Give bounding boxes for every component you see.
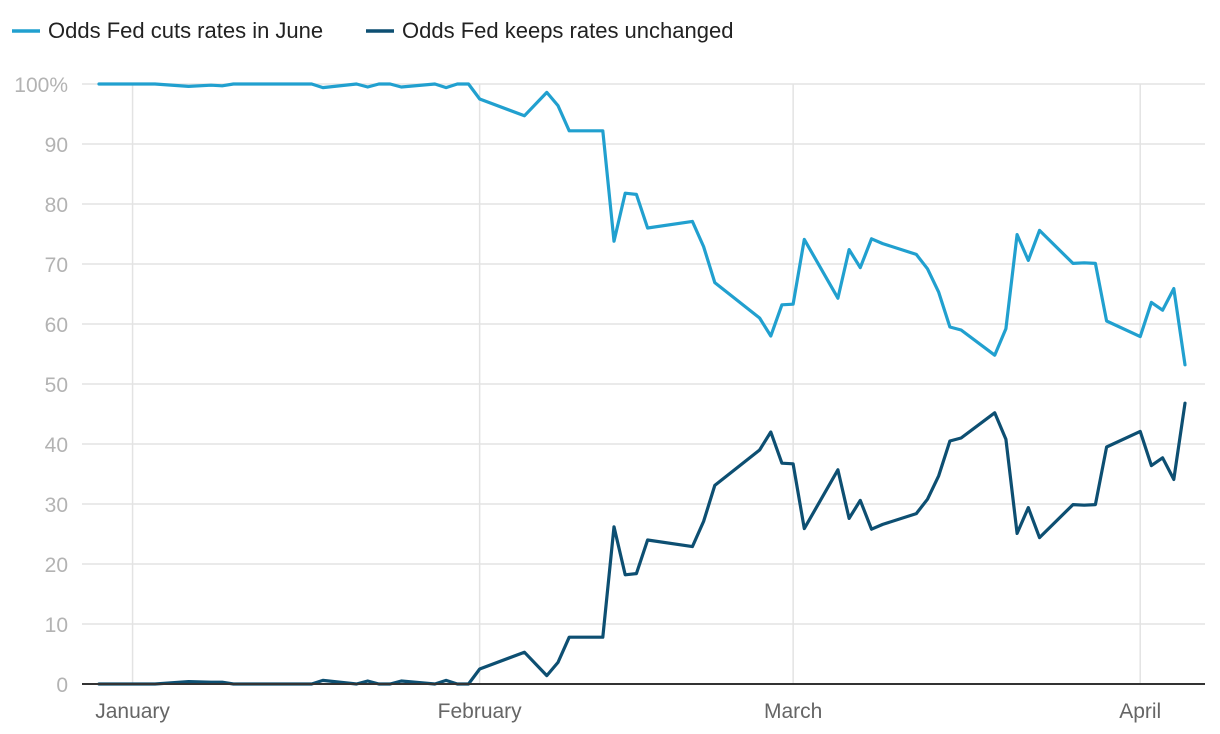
y-tick-label: 90	[45, 134, 68, 157]
legend-label-unchanged: Odds Fed keeps rates unchanged	[402, 18, 733, 43]
y-tick-label: 0	[56, 674, 68, 697]
y-gridlines	[82, 83, 1205, 625]
legend-label-cuts: Odds Fed cuts rates in June	[48, 18, 323, 43]
y-tick-label: 100%	[14, 74, 68, 97]
series-line-unchanged	[97, 401, 1187, 686]
y-tick-label: 80	[45, 194, 68, 217]
y-tick-label: 10	[45, 614, 68, 637]
legend: Odds Fed cuts rates in June Odds Fed kee…	[12, 18, 733, 43]
y-tick-label: 60	[45, 314, 68, 337]
x-gridlines	[131, 84, 1141, 684]
y-axis: 100% 90 80 70 60 50 40 30 20 10 0	[14, 74, 68, 697]
x-tick-label: April	[1119, 700, 1161, 723]
x-tick-label: January	[95, 700, 170, 723]
y-tick-label: 20	[45, 554, 68, 577]
y-tick-label: 30	[45, 494, 68, 517]
y-tick-label: 50	[45, 374, 68, 397]
series-line-cuts	[97, 82, 1187, 367]
x-tick-label: February	[438, 700, 523, 723]
x-axis: January February March April	[95, 700, 1161, 723]
x-tick-label: March	[764, 700, 822, 723]
series-lines	[97, 82, 1187, 686]
y-tick-label: 40	[45, 434, 68, 457]
y-tick-label: 70	[45, 254, 68, 277]
